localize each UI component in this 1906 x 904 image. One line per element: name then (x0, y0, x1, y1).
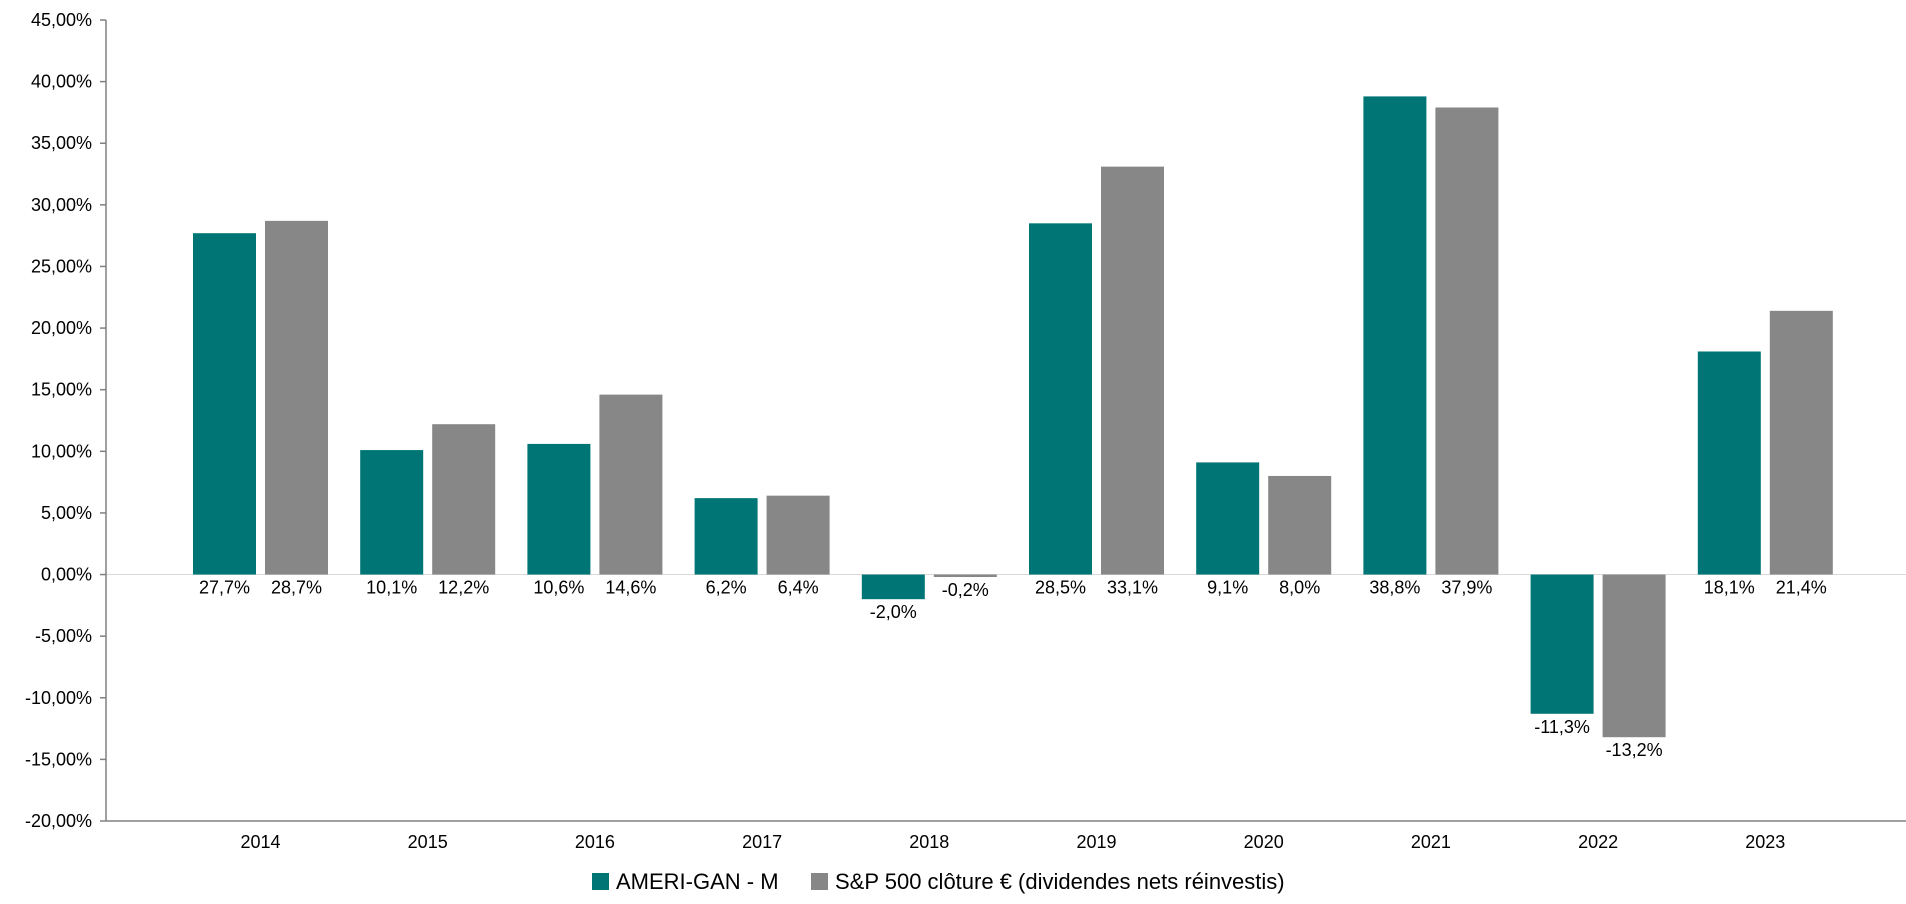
bar-ameri-gan-2021 (1363, 96, 1427, 575)
data-label: 6,2% (706, 578, 747, 598)
bar-ameri-gan-2022 (1530, 574, 1594, 714)
data-label: 9,1% (1207, 578, 1248, 598)
y-tick-label: 20,00% (31, 318, 92, 338)
y-tick-label: -20,00% (25, 811, 92, 831)
x-tick-label: 2017 (742, 832, 782, 852)
y-tick-label: 40,00% (31, 72, 92, 92)
legend-swatch (811, 873, 828, 890)
data-label: 6,4% (778, 578, 819, 598)
bar-sp500-2017 (766, 495, 830, 575)
axes: 45,00% 40,00% 35,00% 30,00% 25,00% 20,00% 15,0… (25, 10, 1906, 852)
x-tick-label: 2023 (1745, 832, 1785, 852)
x-tick-label: 2016 (575, 832, 615, 852)
data-label: 28,7% (271, 578, 322, 598)
data-label: 14,6% (605, 578, 656, 598)
y-tick-label: 45,00% (31, 10, 92, 30)
data-label: 28,5% (1035, 578, 1086, 598)
y-tick-label: 25,00% (31, 256, 92, 276)
bar-sp500-2018 (933, 574, 997, 578)
y-tick-label: 35,00% (31, 133, 92, 153)
data-label: -0,2% (942, 580, 989, 600)
bar-ameri-gan-2023 (1697, 351, 1761, 575)
y-tick-label: 10,00% (31, 441, 92, 461)
data-label: 21,4% (1776, 578, 1827, 598)
x-tick-label: 2022 (1578, 832, 1618, 852)
legend: AMERI-GAN - M S&P 500 clôture € (dividend… (592, 869, 1285, 894)
bar-ameri-gan-2014 (193, 233, 256, 575)
bar-sp500-2022 (1602, 574, 1666, 738)
legend-label: AMERI-GAN - M (616, 869, 779, 894)
x-tick-label: 2021 (1411, 832, 1451, 852)
bar-ameri-gan-2018 (861, 574, 925, 600)
data-label: 27,7% (199, 578, 250, 598)
x-tick-label: 2015 (408, 832, 448, 852)
bar-ameri-gan-2019 (1029, 223, 1092, 575)
x-tick-label: 2019 (1076, 832, 1116, 852)
legend-swatch (592, 873, 609, 890)
data-label: -11,3% (1534, 717, 1590, 737)
data-label: 18,1% (1704, 578, 1755, 598)
bars (193, 96, 1833, 738)
data-label: 8,0% (1279, 578, 1320, 598)
bar-ameri-gan-2020 (1196, 462, 1260, 575)
bar-ameri-gan-2016 (527, 443, 591, 575)
y-tick-label: 30,00% (31, 195, 92, 215)
bar-sp500-2023 (1769, 310, 1833, 575)
y-tick-label: 0,00% (41, 565, 92, 585)
data-label: 10,6% (533, 578, 584, 598)
y-tick-label: -5,00% (35, 626, 92, 646)
data-label: -2,0% (870, 602, 917, 622)
y-tick-label: 5,00% (41, 503, 92, 523)
data-label: 38,8% (1369, 578, 1420, 598)
data-label: 33,1% (1107, 578, 1158, 598)
bar-sp500-2019 (1101, 166, 1164, 575)
bar-ameri-gan-2015 (360, 450, 424, 575)
bar-sp500-2014 (265, 220, 328, 575)
x-tick-label: 2018 (909, 832, 949, 852)
data-label: -13,2% (1606, 740, 1663, 760)
data-label: 10,1% (366, 578, 417, 598)
legend-label: S&P 500 clôture € (dividendes nets réinv… (835, 869, 1285, 894)
x-tick-label: 2020 (1244, 832, 1284, 852)
data-label: 37,9% (1441, 578, 1492, 598)
bar-sp500-2021 (1435, 107, 1499, 575)
data-label: 12,2% (438, 578, 489, 598)
y-tick-label: -15,00% (25, 749, 92, 769)
x-tick-label: 2014 (240, 832, 280, 852)
data-labels: 27,7% 28,7% 10,1% 12,2% 10,6% 14,6% 6,2% 6,4% -2… (199, 578, 1827, 761)
bar-ameri-gan-2017 (694, 498, 758, 575)
y-tick-label: 15,00% (31, 380, 92, 400)
y-tick-label: -10,00% (25, 688, 92, 708)
bar-sp500-2020 (1268, 475, 1332, 575)
bar-sp500-2015 (432, 424, 496, 575)
bar-sp500-2016 (599, 394, 663, 575)
